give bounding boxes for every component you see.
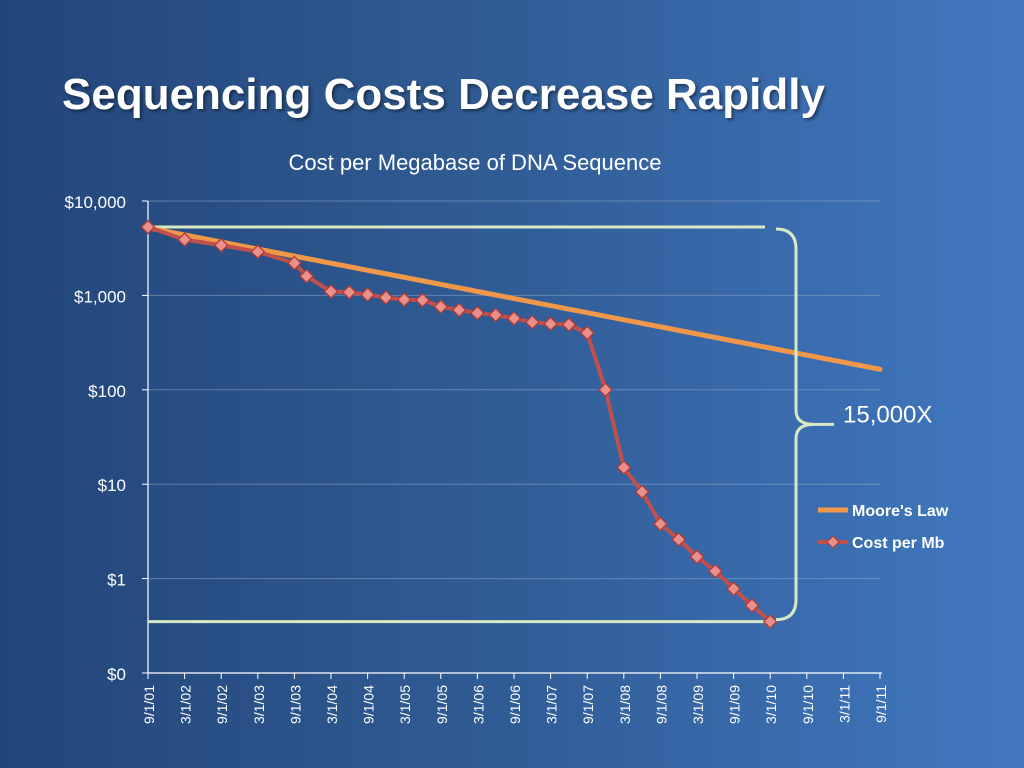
- legend-label-moores-law: Moore's Law: [852, 503, 949, 520]
- x-tick-label: 3/1/06: [470, 685, 486, 724]
- y-tick-label: $1,000: [74, 287, 126, 306]
- legend: Moore's Law Cost per Mb: [818, 503, 949, 552]
- data-point: [433, 299, 449, 315]
- data-point: [299, 268, 315, 284]
- x-tick-label: 3/1/03: [251, 685, 267, 724]
- annotation-group: 15,000X: [775, 227, 932, 622]
- data-point: [140, 219, 156, 235]
- data-point: [213, 237, 229, 253]
- x-tick-label: 9/1/10: [800, 685, 816, 724]
- data-point: [415, 292, 430, 308]
- slide-title: Sequencing Costs Decrease Rapidly: [62, 70, 825, 119]
- y-tick-label: $10: [98, 476, 126, 495]
- x-tick-label: 3/1/09: [690, 685, 706, 724]
- x-tick-label: 3/1/02: [178, 685, 194, 724]
- data-point: [524, 314, 540, 330]
- annotation-label: 15,000X: [843, 401, 932, 428]
- y-tick-label: $1: [107, 571, 126, 590]
- brace: [775, 227, 815, 622]
- data-point: [469, 305, 485, 321]
- x-tick-label: 3/1/10: [763, 685, 779, 724]
- data-point: [286, 255, 302, 271]
- x-tick-label: 3/1/04: [324, 685, 340, 724]
- data-point: [323, 284, 339, 299]
- y-tick-label: $0: [107, 665, 126, 684]
- x-tick-label: 9/1/04: [361, 685, 377, 724]
- x-tick-label: 9/1/11: [873, 685, 889, 723]
- series-line-moores-law: [145, 225, 883, 372]
- data-point: [689, 549, 705, 565]
- y-axis: $10,000 $1,000 $100 $10 $1 $0: [65, 193, 149, 684]
- data-point: [561, 317, 577, 333]
- data-point: [396, 292, 412, 308]
- y-tick-label: $100: [88, 382, 126, 401]
- data-point: [543, 316, 559, 332]
- data-point: [579, 325, 595, 341]
- data-point: [488, 307, 504, 323]
- data-point: [378, 290, 394, 305]
- x-tick-label: 9/1/07: [580, 685, 596, 724]
- grid-lines: [148, 200, 880, 580]
- x-tick-label: 3/1/05: [397, 685, 413, 724]
- x-tick-label: 3/1/07: [544, 685, 560, 724]
- x-tick-label: 9/1/01: [141, 685, 157, 724]
- x-tick-label: 3/1/11: [836, 685, 852, 723]
- data-point: [177, 232, 193, 248]
- data-point: [616, 460, 632, 475]
- data-point: [506, 311, 522, 326]
- legend-label-cost-per-mb: Cost per Mb: [852, 535, 945, 552]
- x-tick-label: 9/1/05: [434, 685, 450, 724]
- data-point: [598, 382, 613, 398]
- data-point: [671, 532, 687, 547]
- chart-title: Cost per Megabase of DNA Sequence: [288, 150, 661, 175]
- x-axis: 9/1/01 3/1/02 9/1/02 3/1/03 9/1/03 3/1/04 9/1/…: [141, 672, 889, 724]
- data-point: [744, 597, 760, 613]
- data-point: [634, 484, 650, 500]
- data-point: [652, 516, 668, 532]
- x-tick-label: 9/1/06: [507, 685, 523, 724]
- data-point: [707, 563, 723, 579]
- reference-lines: [148, 225, 765, 624]
- legend-marker-cost-per-mb: [826, 535, 840, 549]
- x-tick-label: 3/1/08: [617, 685, 633, 724]
- data-point: [250, 244, 266, 260]
- x-tick-label: 9/1/02: [214, 685, 230, 724]
- y-tick-label: $10,000: [65, 193, 126, 212]
- data-point: [726, 581, 742, 597]
- x-tick-label: 9/1/08: [653, 685, 669, 724]
- data-point: [341, 284, 357, 300]
- data-point: [762, 614, 778, 630]
- series-group: [140, 219, 883, 630]
- data-point: [360, 287, 376, 303]
- x-tick-label: 9/1/03: [287, 685, 303, 724]
- x-tick-label: 9/1/09: [727, 685, 743, 724]
- data-point: [451, 302, 467, 318]
